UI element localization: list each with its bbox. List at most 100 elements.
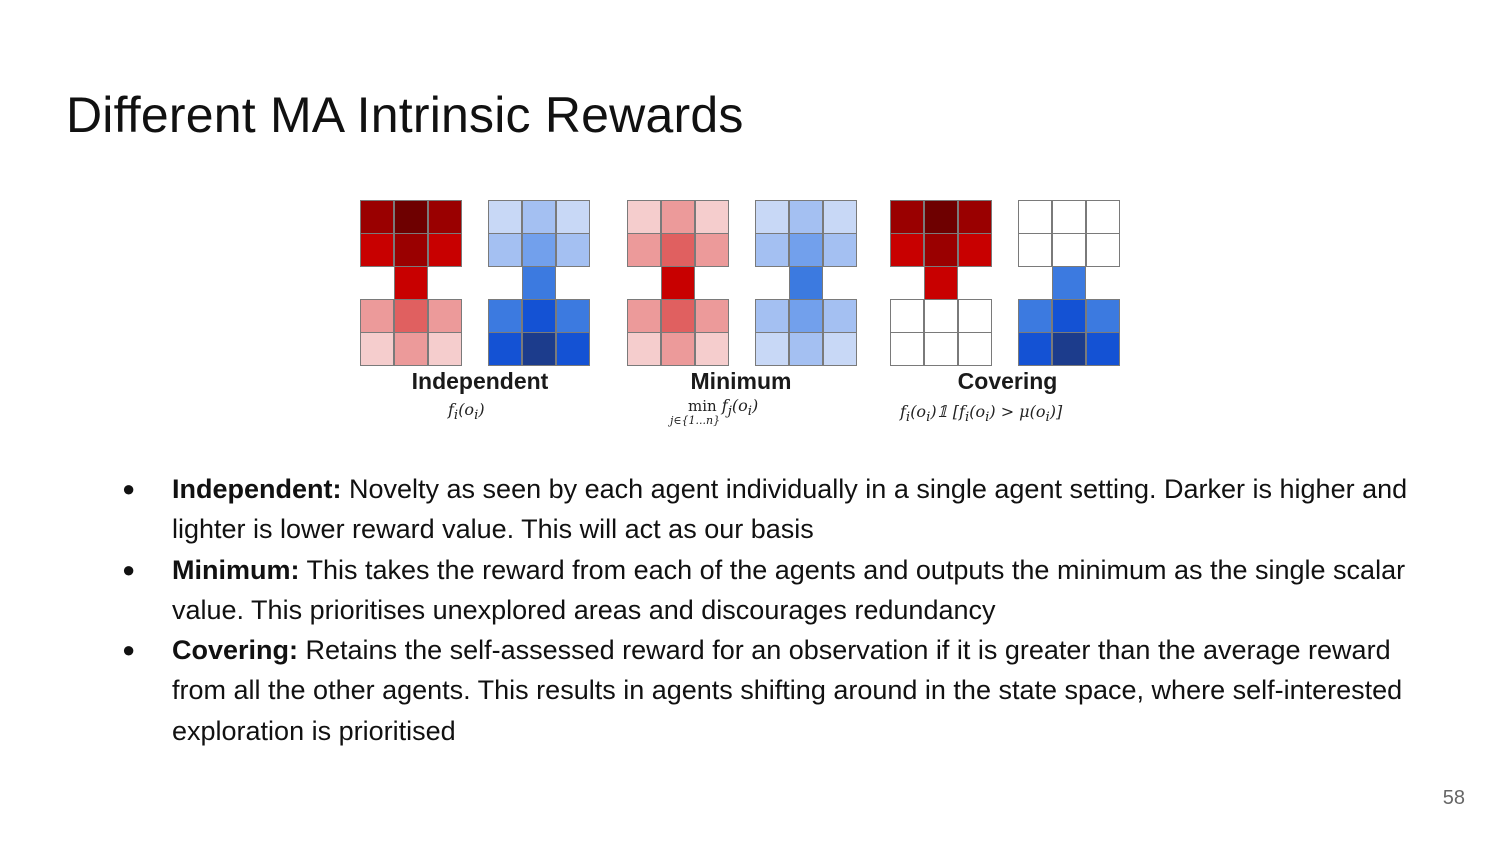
grid-cell: [755, 299, 789, 333]
grid-cell: [428, 299, 462, 333]
grid-cell: [924, 200, 958, 234]
grid-cell: [488, 299, 522, 333]
bullet-term: Covering:: [172, 635, 299, 666]
grid-cell: [394, 266, 428, 300]
grid-cell: [890, 200, 924, 234]
grid-cell: [924, 332, 958, 366]
grid-cell: [627, 200, 661, 234]
grid-cell: [1052, 332, 1086, 366]
grid-cell: [360, 332, 394, 366]
grid-cell: [823, 332, 857, 366]
grid-cell: [958, 332, 992, 366]
grid-cell: [789, 266, 823, 300]
grid-cell: [661, 233, 695, 267]
grid-cell: [556, 332, 590, 366]
bullet-text: Novelty as seen by each agent individual…: [172, 474, 1408, 545]
grid-cell: [755, 200, 789, 234]
grid-cell: [488, 200, 522, 234]
grid-cell: [661, 200, 695, 234]
grid-cell: [924, 266, 958, 300]
slide-title: Different MA Intrinsic Rewards: [66, 87, 744, 143]
grid-cell: [556, 200, 590, 234]
bullet-text: This takes the reward from each of the a…: [172, 554, 1406, 625]
grid-cell: [1018, 332, 1052, 366]
grid-cell: [695, 299, 729, 333]
grid-cell: [958, 299, 992, 333]
grid-cell: [394, 233, 428, 267]
grid-cell: [394, 332, 428, 366]
grid-cell: [360, 299, 394, 333]
panel-label-independent: Independent: [411, 368, 549, 394]
reward-grids-figure: Independent fi(oi) Minimum min fj(oi) j∈{1..…: [360, 200, 1130, 436]
grid-cell: [789, 332, 823, 366]
grid-cell: [360, 200, 394, 234]
grid-cell: [789, 233, 823, 267]
grid-cell: [428, 332, 462, 366]
grid-cell: [1086, 200, 1120, 234]
bullet-covering: ● Covering: Retains the self-assessed re…: [118, 630, 1408, 751]
grid-cell: [1052, 200, 1086, 234]
bullet-dot: ●: [122, 556, 136, 582]
grid-cell: [755, 233, 789, 267]
grid-cell: [1052, 299, 1086, 333]
grid-cell: [695, 332, 729, 366]
grid-cell: [661, 332, 695, 366]
grid-cell: [1086, 332, 1120, 366]
grid-cell: [488, 332, 522, 366]
grid-cell: [695, 233, 729, 267]
grid-cell: [627, 332, 661, 366]
grid-cell: [1086, 233, 1120, 267]
grid-cell: [890, 299, 924, 333]
grid-cell: [1052, 233, 1086, 267]
bullet-independent: ● Independent: Novelty as seen by each a…: [118, 469, 1408, 550]
bullet-term: Independent:: [172, 474, 342, 504]
grid-cell: [522, 200, 556, 234]
panel-formula-covering: fi(oi)𝟙 [fi(oi) > μ(oi)]: [900, 402, 1063, 426]
grid-cell: [924, 233, 958, 267]
grid-cell: [661, 299, 695, 333]
bullet-text: Retains the self-assessed reward for an …: [172, 635, 1403, 746]
grid-cell: [823, 233, 857, 267]
grid-cell: [428, 200, 462, 234]
grid-cell: [627, 299, 661, 333]
grid-cell: [627, 233, 661, 267]
grid-cell: [789, 200, 823, 234]
grid-cell: [394, 200, 428, 234]
grid-cell: [1086, 299, 1120, 333]
grid-cell: [823, 200, 857, 234]
bullet-minimum: ● Minimum: This takes the reward from ea…: [118, 550, 1408, 631]
bullet-list: ● Independent: Novelty as seen by each a…: [118, 469, 1408, 751]
bullet-dot: ●: [122, 637, 136, 663]
grid-cell: [890, 233, 924, 267]
panel-label-covering: Covering: [957, 368, 1058, 394]
bullet-dot: ●: [122, 476, 136, 501]
grid-cell: [394, 299, 428, 333]
panel-label-minimum: Minimum: [690, 368, 792, 394]
grid-cell: [428, 233, 462, 267]
grid-cell: [958, 200, 992, 234]
grid-cell: [556, 299, 590, 333]
grid-cell: [1052, 266, 1086, 300]
grid-cell: [522, 332, 556, 366]
grid-cell: [695, 200, 729, 234]
grid-cell: [522, 266, 556, 300]
grid-cell: [924, 299, 958, 333]
panel-formula-minimum: min fj(oi) j∈{1...n}: [670, 396, 759, 427]
grid-cell: [522, 299, 556, 333]
grid-cell: [958, 233, 992, 267]
panel-formula-independent: fi(oi): [448, 400, 485, 424]
bullet-term: Minimum:: [172, 554, 300, 585]
grid-cell: [360, 233, 394, 267]
formula-subscript: j∈{1...n}: [670, 414, 721, 427]
grid-cell: [755, 332, 789, 366]
grid-cell: [890, 332, 924, 366]
grid-cell: [661, 266, 695, 300]
grid-cell: [1018, 233, 1052, 267]
grid-cell: [1018, 299, 1052, 333]
grid-cell: [556, 233, 590, 267]
grid-cell: [789, 299, 823, 333]
grid-cell: [823, 299, 857, 333]
grid-cell: [488, 233, 522, 267]
page-number: 58: [1442, 787, 1465, 809]
grid-cell: [522, 233, 556, 267]
